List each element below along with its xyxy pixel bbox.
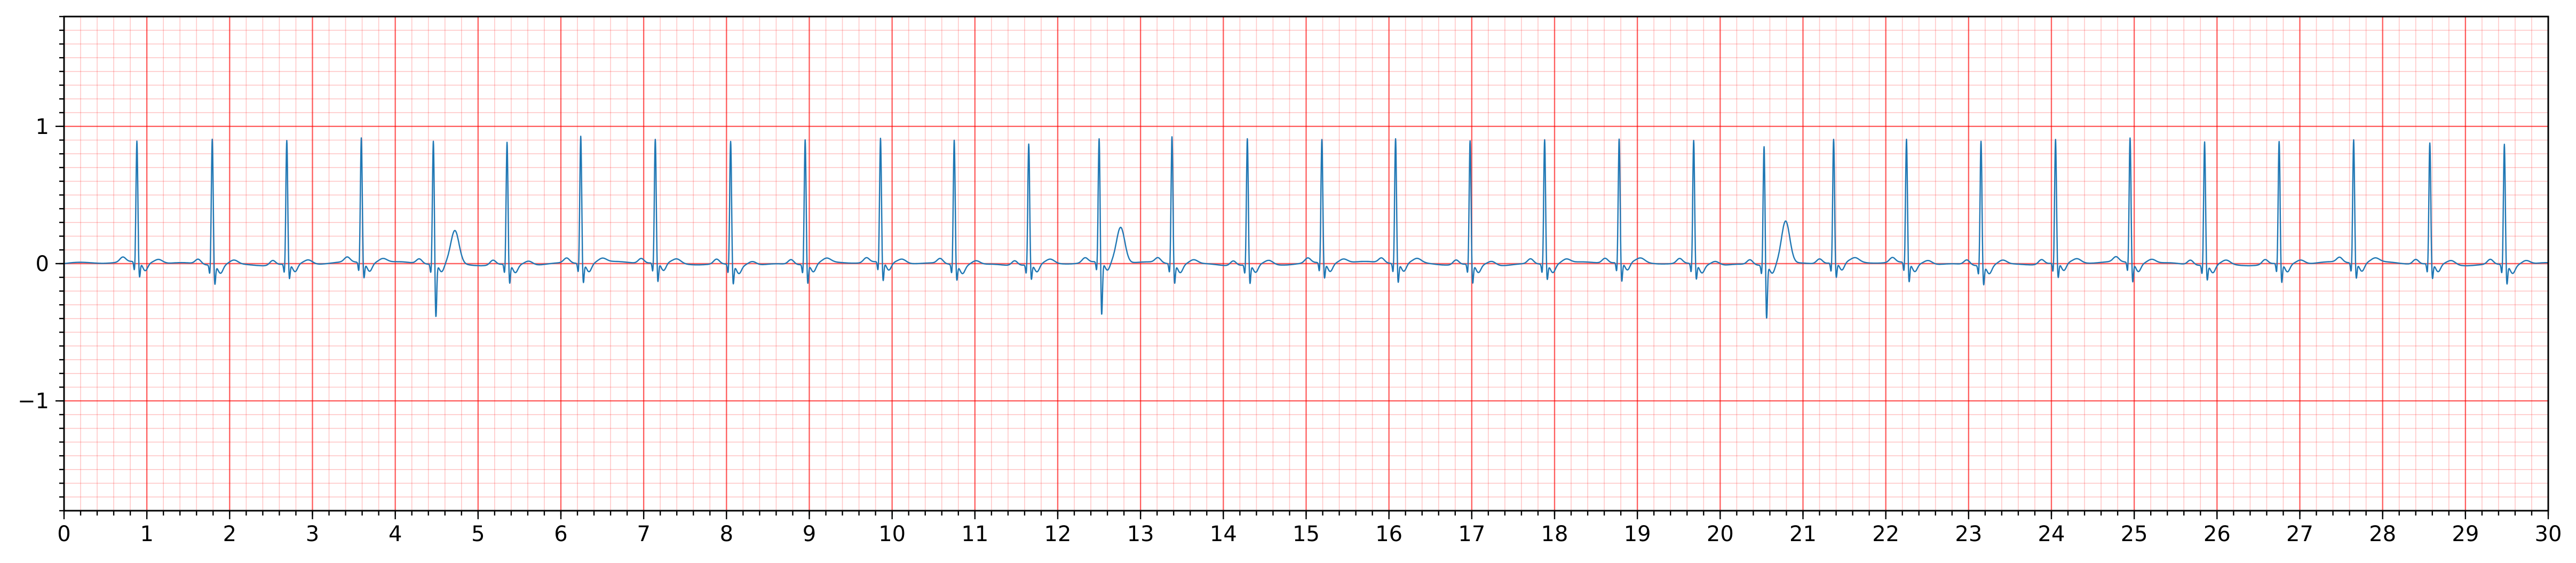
x-tick-label: 5: [471, 522, 485, 546]
x-tick-label: 24: [2038, 522, 2065, 546]
x-tick-label: 12: [1044, 522, 1072, 546]
x-tick-label: 10: [878, 522, 906, 546]
x-tick-label: 20: [1707, 522, 1734, 546]
x-axis-tick-labels: 0 1 2 3 4 5 6 7 8 9 10 11 12 13 14 15 16 17 18 19 20 21 22 23 24…: [57, 522, 2562, 546]
x-tick-label: 3: [306, 522, 319, 546]
x-tick-label: 16: [1375, 522, 1402, 546]
x-tick-label: 22: [1872, 522, 1899, 546]
y-axis-tick-labels: −1 0 1: [18, 115, 49, 414]
series-layer: [64, 136, 2549, 319]
x-tick-label: 2: [223, 522, 236, 546]
x-tick-label: 15: [1293, 522, 1320, 546]
y-tick-label: 0: [36, 252, 49, 276]
x-tick-label: 8: [720, 522, 733, 546]
x-tick-label: 19: [1624, 522, 1651, 546]
x-tick-label: 23: [1955, 522, 1982, 546]
x-tick-label: 4: [389, 522, 402, 546]
ecg-trace-line: [64, 136, 2549, 319]
x-tick-label: 0: [57, 522, 70, 546]
x-tick-label: 21: [1789, 522, 1817, 546]
x-tick-label: 14: [1210, 522, 1237, 546]
x-tick-label: 30: [2535, 522, 2562, 546]
x-tick-label: 29: [2452, 522, 2479, 546]
x-tick-label: 25: [2121, 522, 2148, 546]
axis-ticks: [56, 15, 2549, 519]
x-tick-label: 7: [637, 522, 650, 546]
x-tick-label: 1: [140, 522, 153, 546]
x-tick-label: 18: [1541, 522, 1568, 546]
x-tick-label: 26: [2204, 522, 2231, 546]
x-tick-label: 28: [2369, 522, 2396, 546]
x-tick-label: 6: [554, 522, 567, 546]
x-tick-label: 17: [1458, 522, 1485, 546]
y-tick-label: 1: [36, 115, 49, 139]
x-tick-label: 27: [2286, 522, 2313, 546]
y-tick-label: −1: [18, 389, 49, 414]
x-tick-label: 13: [1127, 522, 1154, 546]
x-tick-label: 11: [961, 522, 988, 546]
major-grid: [63, 17, 2549, 511]
x-tick-label: 9: [803, 522, 816, 546]
